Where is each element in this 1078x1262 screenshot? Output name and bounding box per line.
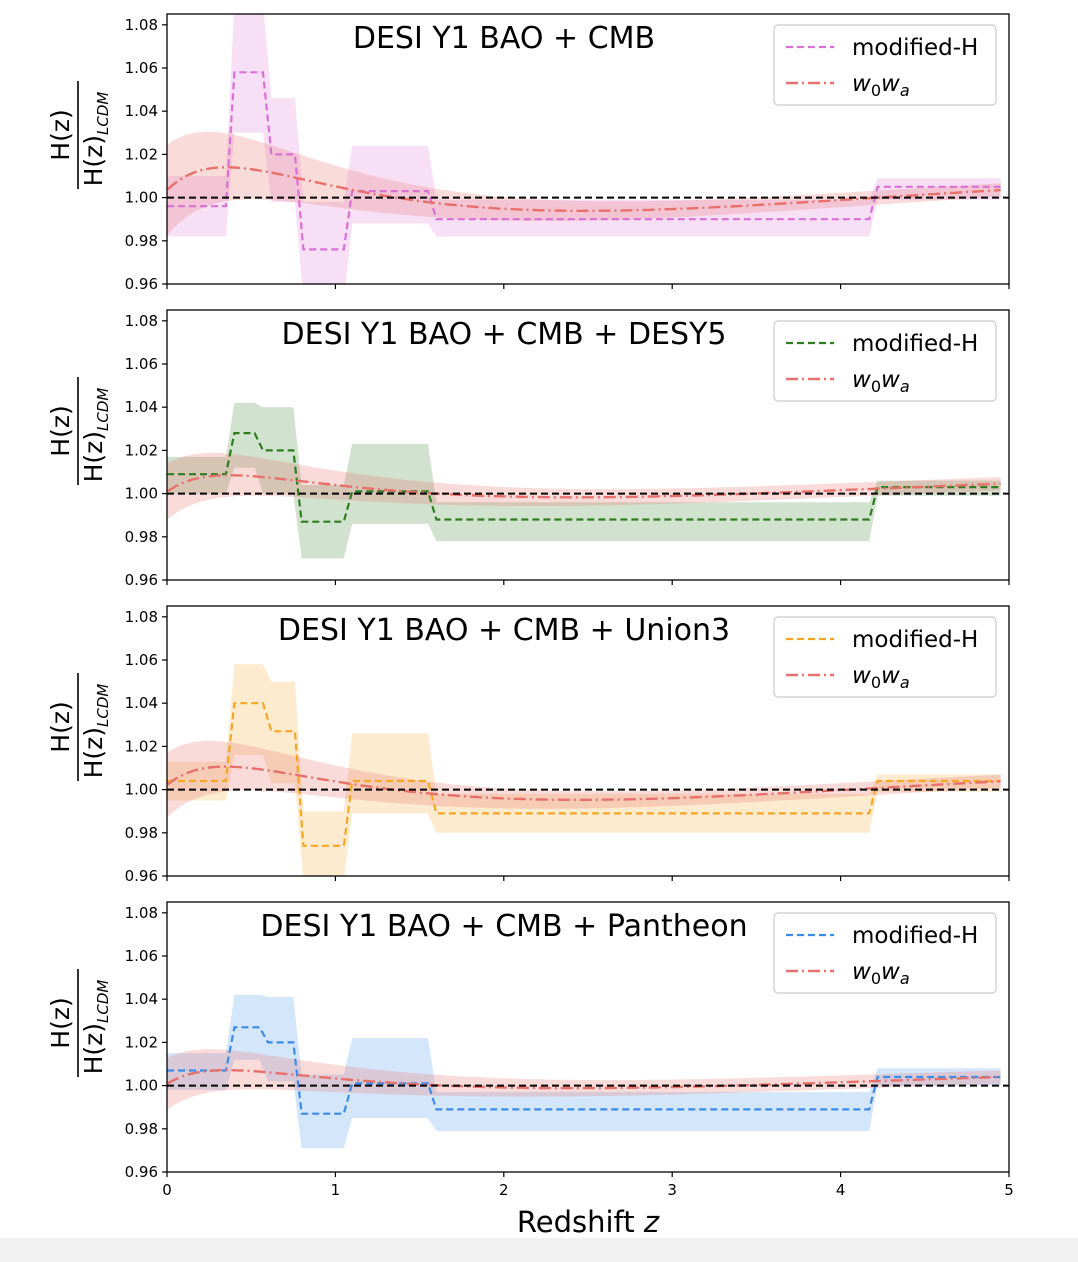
x-tick-label: 3 [667,1181,677,1199]
legend-label-modified-h: modified-H [852,627,978,653]
panel-title: DESI Y1 BAO + CMB + DESY5 [282,317,727,352]
x-tick-label: 5 [1004,1181,1014,1199]
y-tick-label: 0.96 [125,867,158,885]
w0wa-band [167,131,1001,235]
x-tick-label: 4 [836,1181,846,1199]
w0wa-band [167,740,1001,817]
legend-box [773,912,997,994]
y-label-denominator: H(z)LCDM [79,980,112,1075]
y-label-denominator: H(z)LCDM [79,684,112,779]
legend: modified-H w0wa [773,912,997,994]
y-tick-label: 1.04 [125,694,158,712]
axes-frame [166,901,1010,1173]
y-axis-label: H(z) H(z)LCDM [46,81,112,189]
legend: modified-H w0wa [773,320,997,402]
y-axis-label: H(z) H(z)LCDM [46,673,112,781]
y-tick-label: 0.98 [125,232,158,250]
y-axis-label: H(z) H(z)LCDM [46,377,112,485]
legend-label-w0wa: w0wa [852,663,910,692]
y-tick-label: 1.08 [125,16,158,34]
legend: modified-H w0wa [773,24,997,106]
axes-frame [166,309,1010,581]
y-tick-label: 1.04 [125,990,158,1008]
y-tick-label: 1.06 [125,355,158,373]
legend-box [773,320,997,402]
y-tick-label: 1.00 [125,485,158,503]
x-tick-label: 2 [499,1181,509,1199]
y-tick-label: 1.00 [125,189,158,207]
panel-1: 0.96 0.98 1.00 1.02 1.04 1.06 1.08 DESI Y1 BAO … [46,13,1010,293]
y-label-numerator: H(z) [46,109,75,160]
legend-label-modified-h: modified-H [852,35,978,61]
y-tick-label: 1.08 [125,904,158,922]
x-tick-label: 1 [331,1181,341,1199]
w0wa-band [167,1049,1001,1110]
panel-title: DESI Y1 BAO + CMB + Pantheon [260,909,747,944]
y-tick-label: 1.00 [125,1077,158,1095]
panel-title: DESI Y1 BAO + CMB + Union3 [278,613,730,648]
y-axis-label: H(z) H(z)LCDM [46,969,112,1077]
y-tick-label: 1.06 [125,59,158,77]
y-label-numerator: H(z) [46,701,75,752]
panel-4: 0.96 0.98 1.00 1.02 1.04 1.06 1.08 0 1 2 3 4 5 DESI Y… [46,901,1014,1199]
y-tick-label: 1.06 [125,947,158,965]
panel-3: 0.96 0.98 1.00 1.02 1.04 1.06 1.08 DESI Y1 BAO … [46,605,1010,885]
axes-frame [166,13,1010,285]
axes-frame [166,605,1010,877]
legend-label-w0wa: w0wa [852,367,910,396]
plot-area [167,14,1009,284]
y-tick-label: 1.08 [125,608,158,626]
y-tick-label: 0.96 [125,1163,158,1181]
legend-label-modified-h: modified-H [852,923,978,949]
w0wa-line [167,765,1001,801]
y-tick-label: 0.98 [125,1120,158,1138]
y-label-numerator: H(z) [46,405,75,456]
y-tick-label: 1.02 [125,145,158,163]
modified-h-band [167,664,1001,876]
x-tick-label: 0 [162,1181,172,1199]
y-tick-label: 1.06 [125,651,158,669]
w0wa-line [167,1069,1001,1090]
modified-h-band [167,14,1001,284]
modified-h-line [167,71,1001,251]
y-tick-label: 1.04 [125,398,158,416]
modified-h-line [167,432,1001,523]
legend-label-modified-h: modified-H [852,331,978,357]
plot-area [167,664,1009,876]
plot-area [167,402,1009,559]
x-axis-label: Redshift z [517,1205,660,1239]
legend-label-w0wa: w0wa [852,959,910,988]
y-tick-label: 1.00 [125,781,158,799]
y-tick-label: 1.08 [125,312,158,330]
w0wa-line [167,474,1001,499]
legend-box [773,24,997,106]
y-label-denominator: H(z)LCDM [79,388,112,483]
y-tick-label: 0.96 [125,275,158,293]
w0wa-line [167,166,1001,212]
panel-title: DESI Y1 BAO + CMB [353,21,655,56]
panel-2: 0.96 0.98 1.00 1.02 1.04 1.06 1.08 DESI Y1 BAO … [46,309,1010,589]
y-tick-label: 0.98 [125,824,158,842]
bottom-strip [0,1238,1078,1262]
plot-area [167,994,1009,1149]
y-label-denominator: H(z)LCDM [79,92,112,187]
y-tick-label: 0.98 [125,528,158,546]
y-tick-label: 1.04 [125,102,158,120]
y-tick-label: 1.02 [125,441,158,459]
legend: modified-H w0wa [773,616,997,698]
y-tick-label: 1.02 [125,1033,158,1051]
legend-box [773,616,997,698]
y-tick-label: 1.02 [125,737,158,755]
modified-h-line [167,702,1001,847]
legend-label-w0wa: w0wa [852,71,910,100]
y-tick-label: 0.96 [125,571,158,589]
y-label-numerator: H(z) [46,997,75,1048]
